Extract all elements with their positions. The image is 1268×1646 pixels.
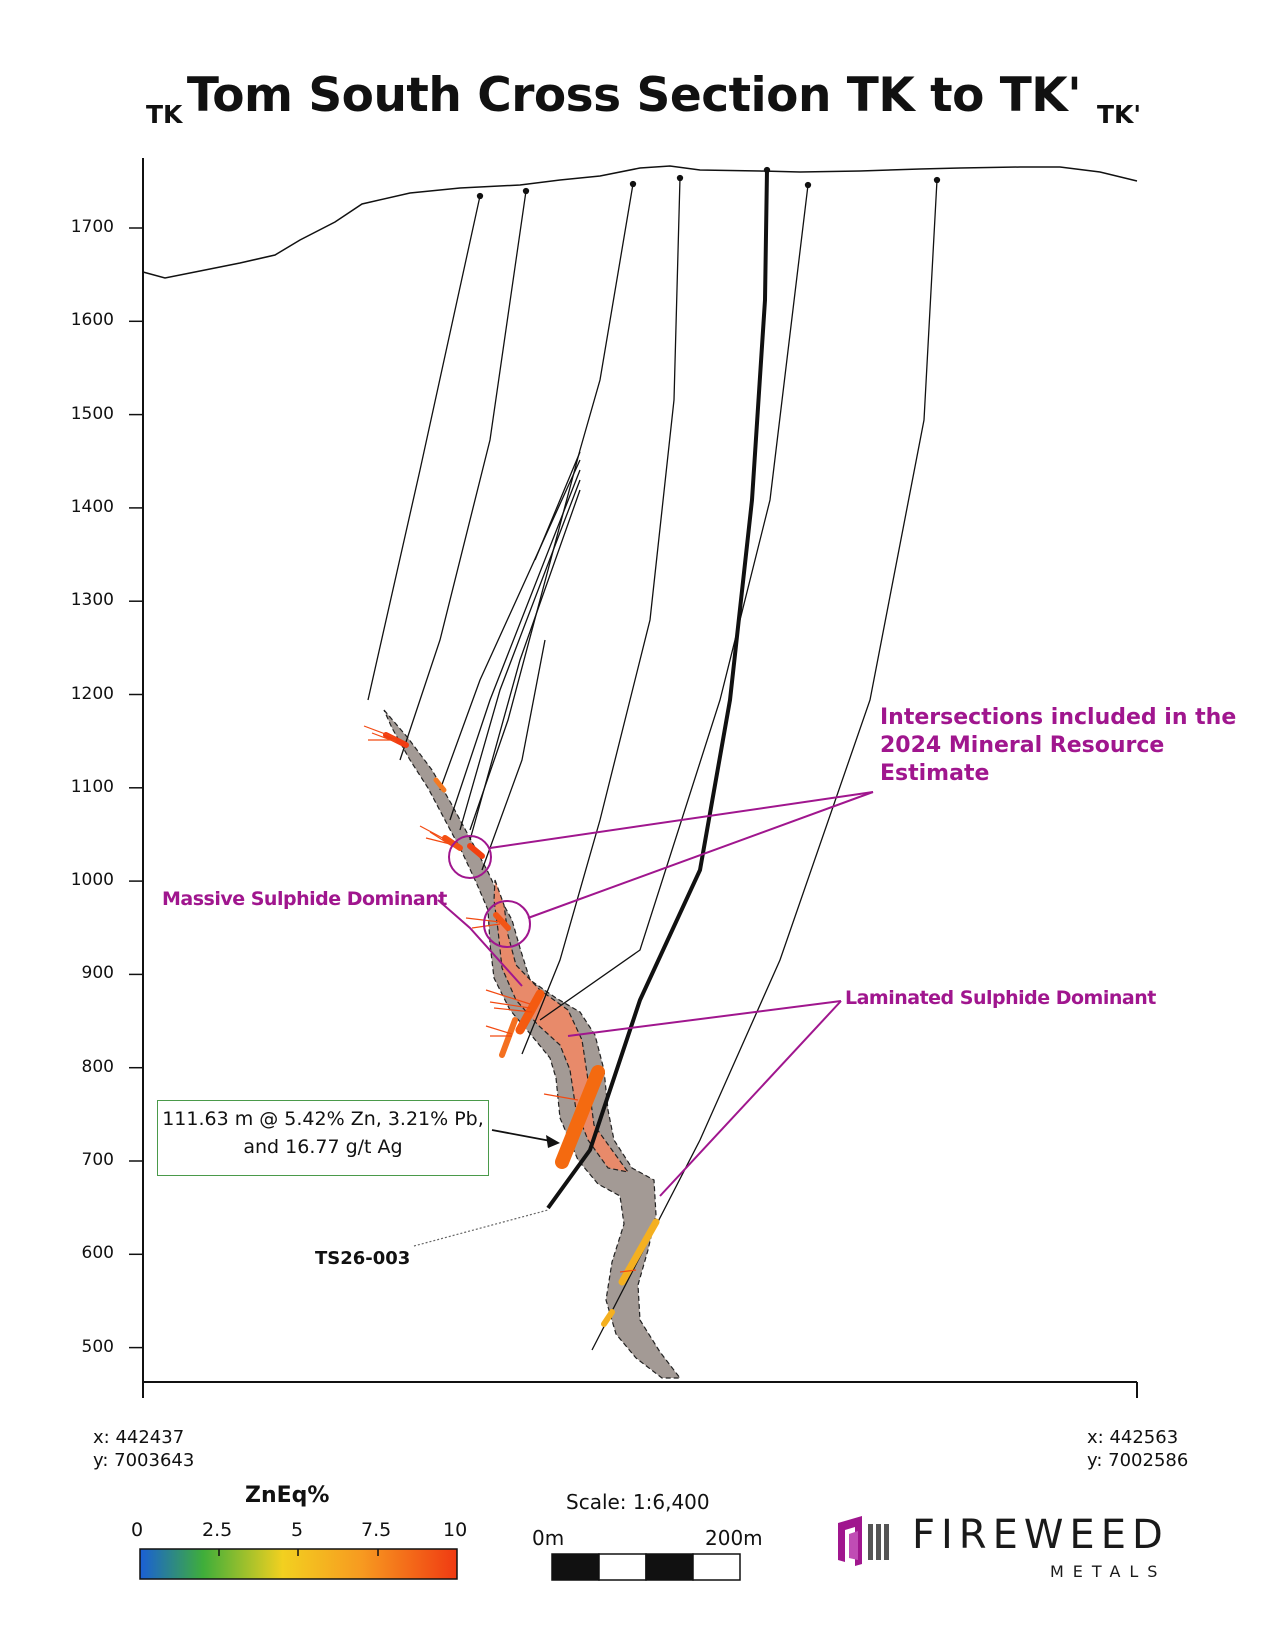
hole-id-label: TS26-003 bbox=[315, 1248, 411, 1269]
y-axis-tick-label: 700 bbox=[81, 1150, 114, 1170]
resource-intersection-circle bbox=[483, 900, 531, 948]
assay-interval bbox=[467, 843, 485, 859]
end-x-coordinate: x: 442563 bbox=[1087, 1427, 1179, 1448]
y-axis-tick-label: 1700 bbox=[70, 217, 114, 237]
resource-intersection-circle bbox=[448, 835, 492, 879]
legend-tick: 2.5 bbox=[202, 1519, 233, 1541]
start-y-coordinate: y: 7003643 bbox=[93, 1450, 195, 1471]
resource-estimate-callout: Intersections included in the 2024 Miner… bbox=[880, 704, 1236, 788]
intercept-box: 111.63 m @ 5.42% Zn, 3.21% Pb, and 16.77… bbox=[157, 1100, 489, 1176]
hole-id-leader bbox=[413, 1209, 549, 1247]
assay-interval bbox=[499, 1017, 518, 1058]
drill-collar bbox=[763, 166, 771, 174]
drill-hole bbox=[367, 195, 481, 701]
assay-intervals bbox=[383, 732, 660, 1327]
drill-hole bbox=[521, 177, 681, 1055]
y-axis-tick-label: 1600 bbox=[70, 310, 114, 331]
scale-label: Scale: 1:6,400 bbox=[566, 1490, 710, 1514]
fireweed-logo-mark bbox=[838, 1516, 889, 1566]
end-coordinates: x: 442563 y: 7002586 bbox=[1087, 1426, 1188, 1472]
drill-hole bbox=[539, 184, 809, 1021]
intercept-arrow bbox=[491, 1129, 557, 1143]
drill-hole-ts26-003 bbox=[546, 169, 769, 1210]
assay-interval bbox=[442, 835, 463, 851]
drill-hole bbox=[439, 459, 581, 791]
section-end-label: TK' bbox=[1097, 100, 1142, 129]
drill-hole bbox=[469, 183, 634, 831]
legend-tick: 0 bbox=[131, 1519, 144, 1541]
y-axis-tick-label: 1000 bbox=[70, 870, 114, 891]
drill-collar bbox=[629, 180, 637, 188]
drill-hole bbox=[481, 639, 546, 871]
assay-spikes bbox=[363, 725, 637, 1273]
drill-collar bbox=[804, 181, 812, 189]
y-axis-tick-label: 900 bbox=[81, 963, 114, 984]
end-y-coordinate: y: 7002586 bbox=[1087, 1450, 1189, 1471]
y-axis-tick-label: 800 bbox=[81, 1056, 114, 1077]
drill-hole bbox=[399, 190, 527, 761]
assay-interval bbox=[618, 1218, 660, 1286]
drill-hole bbox=[459, 479, 581, 831]
massive-sulphide-zone bbox=[493, 879, 630, 1173]
scale-end-label: 200m bbox=[705, 1526, 763, 1550]
assay-interval bbox=[601, 1309, 615, 1327]
y-axis-tick-label: 600 bbox=[81, 1243, 114, 1264]
colorbar-ticks bbox=[218, 1549, 379, 1556]
massive-sulphide-label: Massive Sulphide Dominant bbox=[162, 888, 447, 910]
laminated-sulphide-zone bbox=[383, 709, 682, 1379]
laminated-sulphide-label: Laminated Sulphide Dominant bbox=[845, 987, 1156, 1009]
start-x-coordinate: x: 442437 bbox=[93, 1427, 185, 1448]
section-start-label: TK bbox=[146, 100, 183, 129]
y-axis-tick-label: 1300 bbox=[70, 590, 114, 611]
y-axis-tick-label: 1500 bbox=[70, 403, 114, 424]
intercept-arrowhead bbox=[546, 1135, 560, 1148]
topography-line bbox=[142, 165, 1138, 279]
legend-tick: 10 bbox=[443, 1519, 468, 1541]
assay-interval bbox=[433, 777, 447, 793]
drill-hole bbox=[591, 179, 938, 1351]
intercept-line: 111.63 m @ 5.42% Zn, 3.21% Pb, bbox=[162, 1108, 484, 1130]
scale-start-label: 0m bbox=[532, 1526, 565, 1550]
drill-holes bbox=[367, 166, 941, 1351]
y-axis-tick-label: 500 bbox=[81, 1336, 114, 1357]
intercept-line: and 16.77 g/t Ag bbox=[243, 1136, 403, 1158]
assay-interval bbox=[555, 1065, 605, 1169]
legend-title: ZnEq% bbox=[245, 1483, 330, 1508]
start-coordinates: x: 442437 y: 7003643 bbox=[93, 1426, 194, 1472]
legend-tick: 7.5 bbox=[361, 1519, 392, 1541]
legend-tick: 5 bbox=[291, 1519, 304, 1541]
resource-estimate-line: Estimate bbox=[880, 761, 990, 786]
annotation-leaders bbox=[437, 791, 874, 1197]
y-axis-tick-label: 1200 bbox=[70, 683, 114, 704]
assay-interval bbox=[493, 912, 511, 931]
drill-collar bbox=[522, 187, 530, 195]
section-title: Tom South Cross Section TK to TK' bbox=[186, 68, 1082, 123]
logo-subtitle: METALS bbox=[1050, 1562, 1167, 1581]
drill-collar bbox=[933, 176, 941, 184]
drill-collar bbox=[476, 192, 484, 200]
scale-bar bbox=[551, 1553, 741, 1581]
y-axis-tick-label: 1400 bbox=[70, 496, 114, 517]
resource-estimate-line: Intersections included in the bbox=[880, 705, 1237, 730]
drill-hole bbox=[449, 469, 581, 821]
logo-wordmark: FIREWEED bbox=[912, 1512, 1169, 1558]
y-axis-tick-marks bbox=[129, 227, 143, 1349]
y-axis-tick-label: 1100 bbox=[70, 776, 114, 797]
drill-collar bbox=[676, 174, 684, 182]
drill-hole bbox=[469, 489, 581, 841]
resource-estimate-line: 2024 Mineral Resource bbox=[880, 733, 1165, 758]
